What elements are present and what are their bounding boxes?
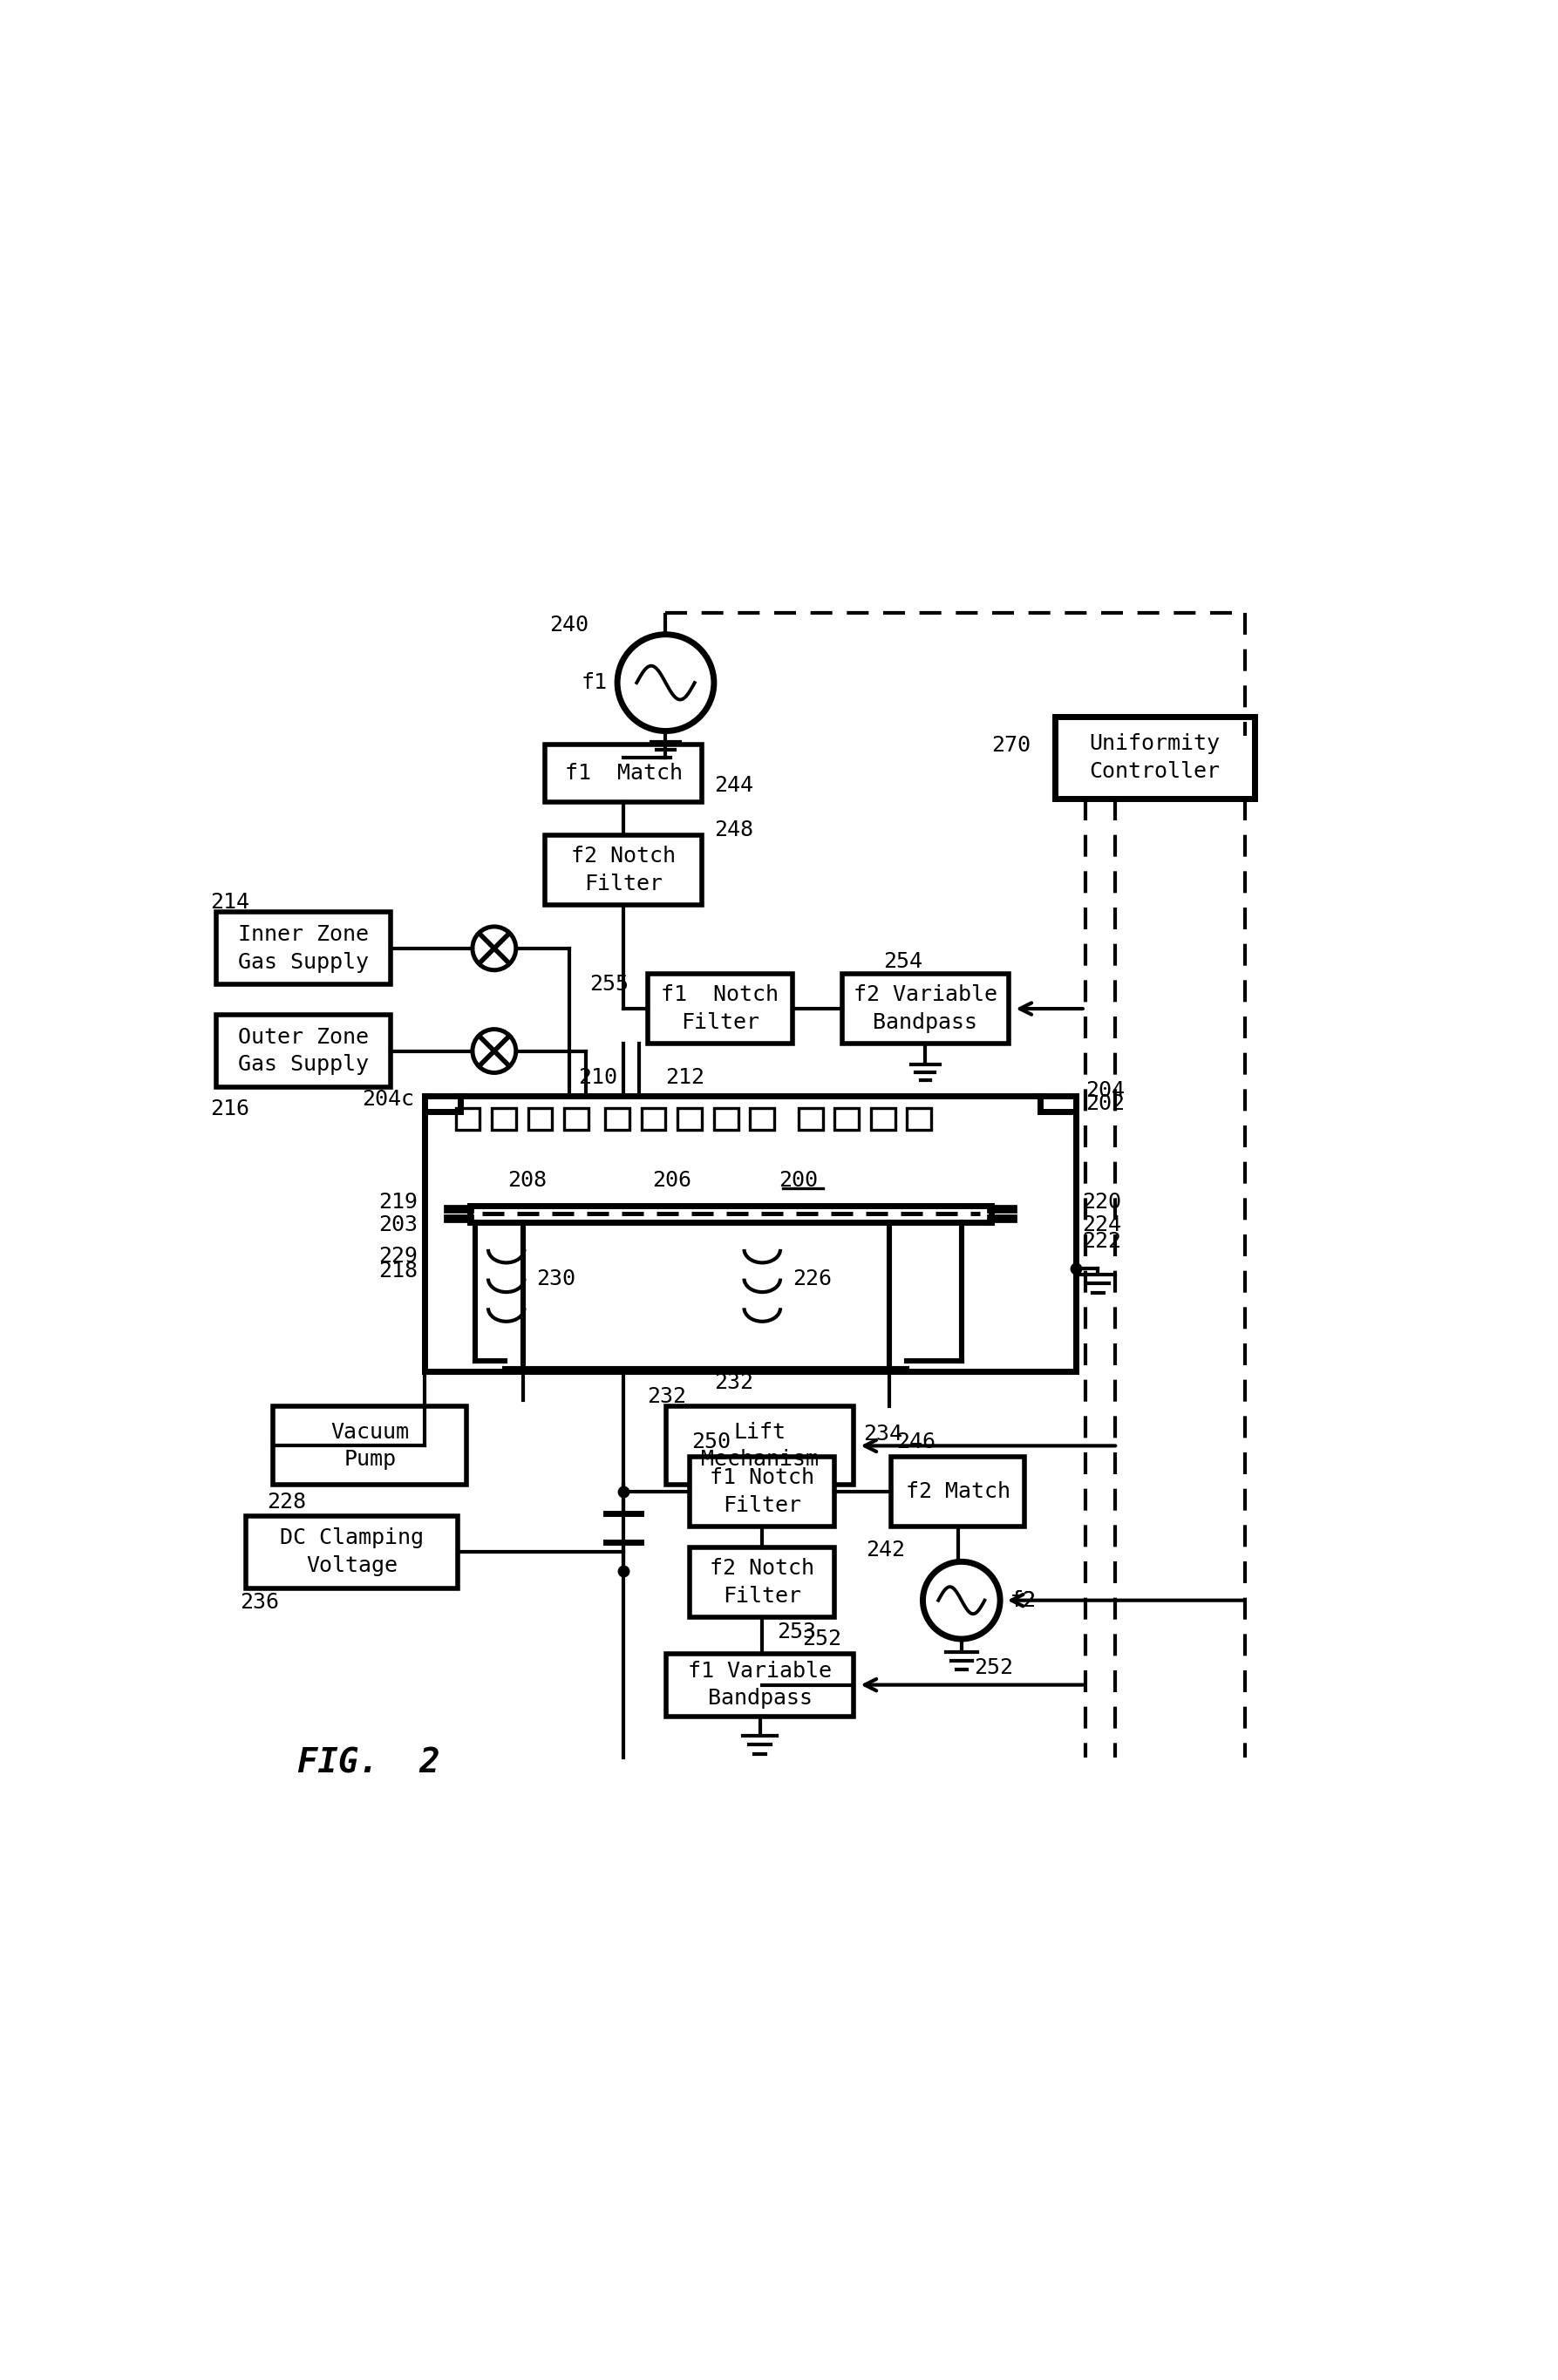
Bar	[564, 1107, 589, 1130]
Bar	[528, 1107, 552, 1130]
Bar	[678, 1107, 701, 1130]
Text: 252: 252	[974, 1656, 1013, 1678]
Bar	[648, 973, 793, 1045]
Bar	[545, 745, 701, 802]
Bar	[667, 1654, 854, 1716]
Text: 242: 242	[866, 1540, 905, 1559]
Text: 204c: 204c	[361, 1088, 414, 1109]
Bar	[1055, 716, 1254, 800]
Text: f1 Notch
Filter: f1 Notch Filter	[710, 1468, 815, 1516]
Text: 216: 216	[210, 1100, 249, 1119]
Text: f2 Variable
Bandpass: f2 Variable Bandpass	[854, 985, 997, 1033]
Text: f1  Match: f1 Match	[564, 764, 682, 783]
Text: 219: 219	[379, 1192, 418, 1211]
Text: 228: 228	[268, 1492, 307, 1511]
Text: f2 Notch
Filter: f2 Notch Filter	[710, 1559, 815, 1607]
Text: Inner Zone
Gas Supply: Inner Zone Gas Supply	[238, 923, 369, 973]
Text: 270: 270	[992, 735, 1031, 757]
Text: 255: 255	[589, 973, 629, 995]
Bar	[907, 1107, 932, 1130]
Text: 232: 232	[714, 1373, 753, 1392]
Text: 254: 254	[883, 952, 922, 971]
Text: f2 Notch
Filter: f2 Notch Filter	[572, 845, 676, 895]
Bar	[667, 1407, 854, 1485]
Text: 224: 224	[1083, 1214, 1122, 1235]
Bar	[642, 1107, 665, 1130]
Text: 210: 210	[578, 1066, 617, 1088]
Text: 236: 236	[240, 1592, 279, 1614]
Bar	[835, 1107, 858, 1130]
Text: 234: 234	[863, 1423, 902, 1445]
Text: 204: 204	[1086, 1081, 1125, 1102]
Bar	[690, 1457, 835, 1526]
Text: 220: 220	[1083, 1192, 1122, 1211]
Bar	[217, 1014, 391, 1088]
Text: 230: 230	[536, 1269, 576, 1290]
Bar	[605, 1107, 629, 1130]
Bar	[714, 1107, 738, 1130]
Text: f1 Variable
Bandpass: f1 Variable Bandpass	[689, 1661, 832, 1709]
Text: f1: f1	[581, 671, 608, 693]
Text: FIG.  2: FIG. 2	[298, 1747, 439, 1780]
Text: 248: 248	[714, 819, 753, 840]
Bar	[273, 1407, 466, 1485]
Bar	[455, 1107, 480, 1130]
Bar	[871, 1107, 894, 1130]
Text: 203: 203	[379, 1214, 418, 1235]
Text: 232: 232	[647, 1388, 686, 1407]
Text: DC Clamping
Voltage: DC Clamping Voltage	[280, 1528, 424, 1576]
Text: 253: 253	[777, 1621, 816, 1642]
Text: 252: 252	[802, 1628, 841, 1649]
Text: 212: 212	[665, 1066, 704, 1088]
Text: f2: f2	[1010, 1590, 1036, 1611]
Text: 229: 229	[379, 1245, 418, 1266]
Text: 250: 250	[692, 1433, 731, 1452]
Text: 214: 214	[210, 892, 249, 914]
Bar	[492, 1107, 516, 1130]
Text: 240: 240	[550, 614, 589, 635]
Text: 246: 246	[896, 1433, 935, 1452]
Text: 218: 218	[379, 1261, 418, 1280]
Text: 222: 222	[1083, 1230, 1122, 1252]
Bar	[217, 912, 391, 985]
Bar	[891, 1457, 1024, 1526]
Text: 244: 244	[714, 776, 753, 795]
Text: 226: 226	[793, 1269, 832, 1290]
Text: Vacuum
Pump: Vacuum Pump	[330, 1421, 410, 1471]
Bar	[246, 1516, 458, 1587]
Text: 206: 206	[653, 1169, 692, 1190]
Text: 202: 202	[1086, 1095, 1125, 1114]
Text: f2 Match: f2 Match	[905, 1480, 1010, 1502]
Bar	[799, 1107, 823, 1130]
Bar	[545, 835, 701, 904]
Text: 208: 208	[508, 1169, 547, 1190]
Bar	[751, 1107, 774, 1130]
Text: Lift
Mechanism: Lift Mechanism	[701, 1421, 818, 1471]
Text: Outer Zone
Gas Supply: Outer Zone Gas Supply	[238, 1026, 369, 1076]
Text: f2: f2	[1010, 1590, 1036, 1611]
Bar	[841, 973, 1008, 1045]
Text: 200: 200	[779, 1169, 818, 1190]
Text: Uniformity
Controller: Uniformity Controller	[1089, 733, 1220, 781]
Bar	[690, 1547, 835, 1618]
Text: f1  Notch
Filter: f1 Notch Filter	[661, 985, 779, 1033]
